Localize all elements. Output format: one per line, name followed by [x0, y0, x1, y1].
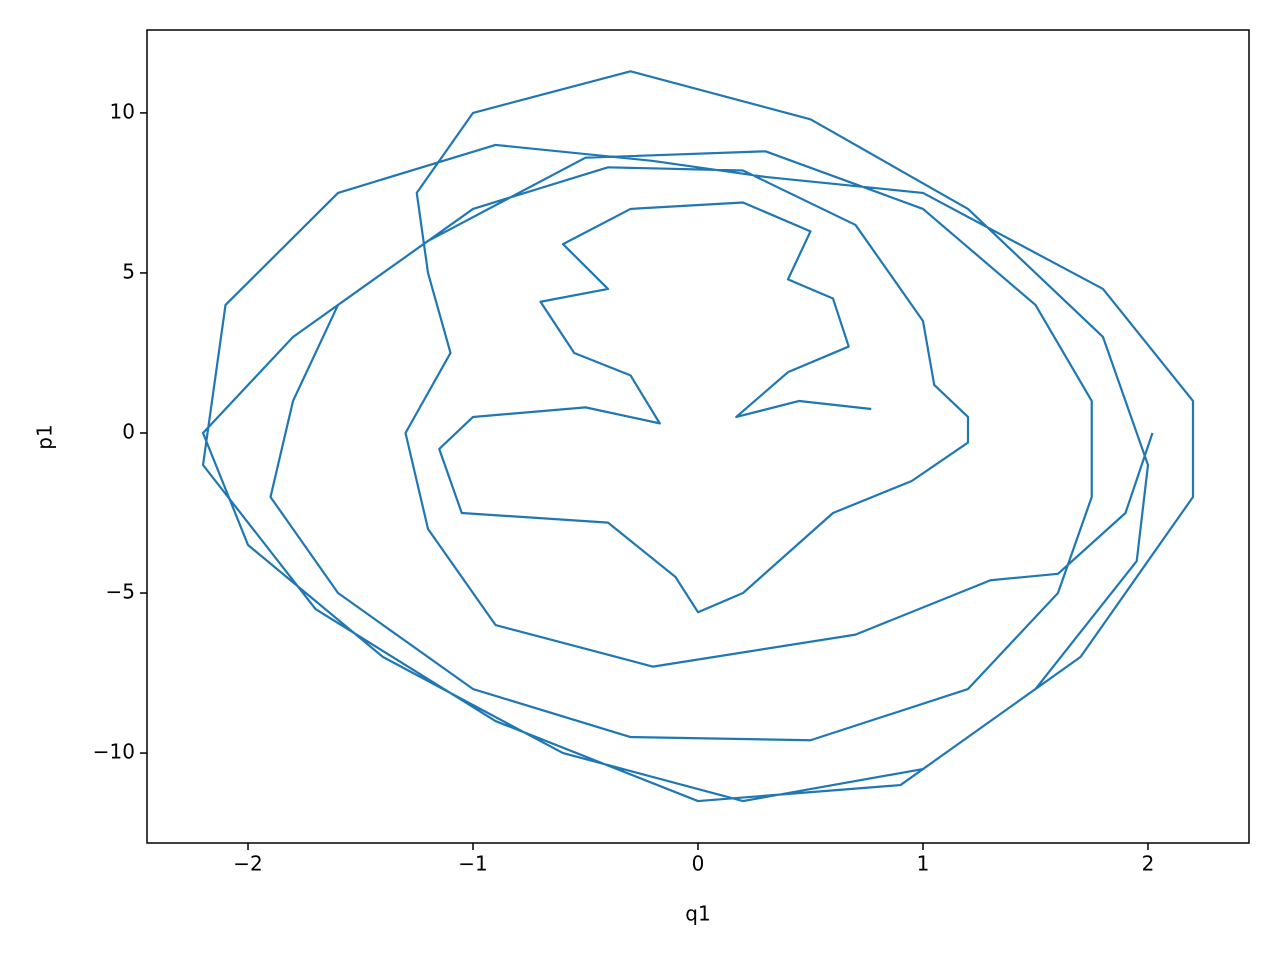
plot-frame — [146, 29, 1250, 844]
x-tick-label: 0 — [692, 852, 705, 876]
x-tick-label: 1 — [917, 852, 930, 876]
y-tick-label: 5 — [122, 259, 135, 283]
x-tick-label: −1 — [458, 852, 487, 876]
y-tick-label: 10 — [110, 99, 135, 123]
x-axis-label: q1 — [685, 902, 710, 926]
y-tick-label: −5 — [106, 580, 135, 604]
x-tick-label: 2 — [1142, 852, 1155, 876]
trajectory-line — [201, 70, 1195, 803]
y-axis-label: p1 — [33, 424, 57, 449]
y-tick-label: −10 — [93, 740, 135, 764]
y-tick-label: 0 — [122, 419, 135, 443]
x-tick-label: −2 — [233, 852, 262, 876]
